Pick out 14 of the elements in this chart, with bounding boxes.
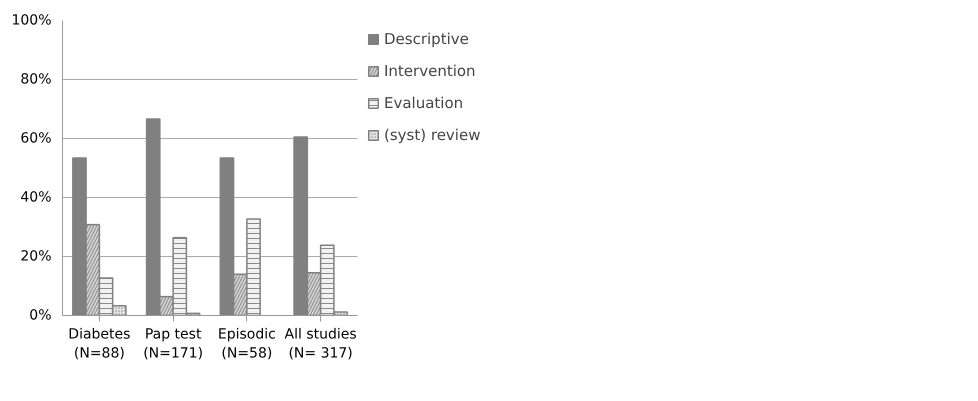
x-tick-label: Diabetes (N=88) [68,326,130,362]
y-tick-label: 20% [20,248,52,264]
legend-label: (syst) review [384,126,480,144]
x-tick-label: Pap test (N=171) [143,326,204,362]
y-tick-label: 60% [20,130,52,146]
legend-label: Descriptive [384,30,469,48]
y-tick-label: 0% [29,308,52,324]
x-tick-label: All studies (N= 317) [284,326,357,362]
x-tick-label: Episodic (N=58) [218,326,276,362]
legend-label: Intervention [384,62,476,80]
y-tick-label: 100% [11,12,52,28]
legend-label: Evaluation [384,94,464,112]
y-tick-label: 40% [20,190,52,206]
y-tick-label: 80% [20,72,52,88]
